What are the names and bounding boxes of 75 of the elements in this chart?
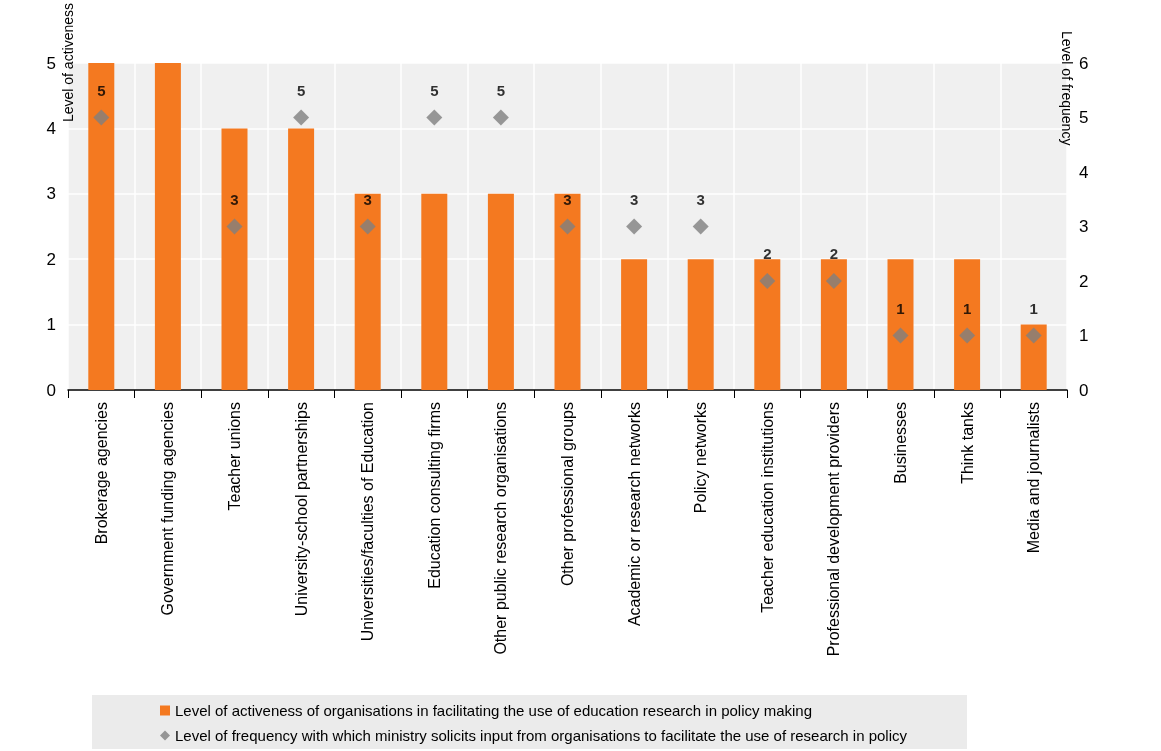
y-tick-label: 2	[46, 249, 56, 269]
x-tick-label: Media and journalists	[1025, 402, 1043, 554]
y2-tick-label: 3	[1079, 217, 1089, 236]
x-tick-label: Other professional groups	[559, 402, 576, 587]
data-label: 1	[896, 299, 905, 317]
bar	[487, 193, 514, 390]
y-tick-label: 3	[46, 184, 56, 204]
bar	[421, 193, 448, 390]
data-label: 5	[296, 81, 306, 99]
x-tick-label: Think tanks	[958, 402, 976, 484]
legend-label: Level of activeness of organisations in facilitating the use of education research in policy making	[175, 702, 813, 719]
y-tick-label: 4	[46, 118, 56, 138]
bar	[221, 128, 248, 390]
x-tick-label: Education consulting firms	[425, 402, 443, 589]
bar	[887, 259, 914, 390]
y2-tick-label: 5	[1079, 108, 1089, 127]
y2-tick-label: 1	[1079, 326, 1089, 345]
point	[759, 273, 776, 289]
point	[226, 218, 243, 235]
point	[559, 218, 576, 235]
x-tick-label: Teacher education institutions	[758, 402, 776, 613]
x-tick-label: Government funding agencies	[159, 402, 177, 616]
x-tick-label: Other public research organisations	[492, 402, 510, 655]
bar	[1020, 324, 1047, 390]
data-label: 3	[230, 190, 239, 208]
legend-label: Level of frequency with which ministry solicits input from organisations to facilitate the use of research in policy	[175, 727, 908, 744]
bar	[687, 259, 714, 390]
bar	[288, 128, 315, 390]
data-label: 3	[696, 190, 705, 208]
y2-tick-label: 0	[1079, 380, 1089, 400]
data-label: 5	[97, 81, 106, 99]
point	[359, 218, 376, 235]
x-tick-label: Policy networks	[692, 402, 710, 514]
point	[93, 109, 110, 126]
data-label: 2	[829, 245, 839, 262]
y-tick-label: 1	[46, 315, 56, 335]
x-tick-label: Academic or research networks	[625, 402, 643, 627]
point	[626, 218, 643, 235]
point	[492, 109, 509, 126]
x-tick-label: Teacher unions	[226, 402, 243, 511]
y2-axis-title: Level of frequency	[1059, 31, 1075, 146]
bar	[88, 63, 115, 390]
data-label: 5	[496, 81, 506, 99]
point	[959, 327, 976, 344]
y-tick-label: 0	[46, 380, 56, 400]
x-tick-label: Universities/faculties of Education	[359, 402, 377, 642]
point	[293, 109, 310, 126]
y-axis-title: Level of activeness	[60, 3, 76, 123]
bar	[621, 259, 648, 390]
y2-tick-label: 6	[1079, 53, 1089, 73]
bar	[354, 193, 381, 390]
bar	[554, 193, 581, 390]
y-tick-label: 5	[46, 53, 56, 73]
data-label: 3	[563, 190, 572, 208]
point	[692, 218, 709, 235]
x-tick-label: Brokerage agencies	[92, 402, 110, 545]
data-label: 5	[430, 81, 439, 99]
bar	[820, 259, 847, 390]
y2-tick-label: 2	[1079, 271, 1089, 291]
data-label: 3	[629, 190, 639, 208]
point	[825, 273, 842, 289]
y2-tick-label: 4	[1079, 162, 1089, 182]
data-label: 2	[763, 245, 772, 262]
point	[426, 109, 443, 126]
point	[1025, 327, 1042, 344]
point	[892, 327, 909, 344]
data-label: 1	[1029, 299, 1038, 317]
bar	[754, 259, 781, 390]
data-label: 3	[363, 190, 372, 208]
x-tick-label: Professional development providers	[825, 402, 843, 657]
data-label: 1	[962, 299, 972, 317]
bar	[154, 63, 181, 390]
bar	[954, 259, 981, 390]
x-tick-label: Businesses	[892, 402, 909, 484]
x-tick-label: University-school partnerships	[292, 402, 310, 617]
